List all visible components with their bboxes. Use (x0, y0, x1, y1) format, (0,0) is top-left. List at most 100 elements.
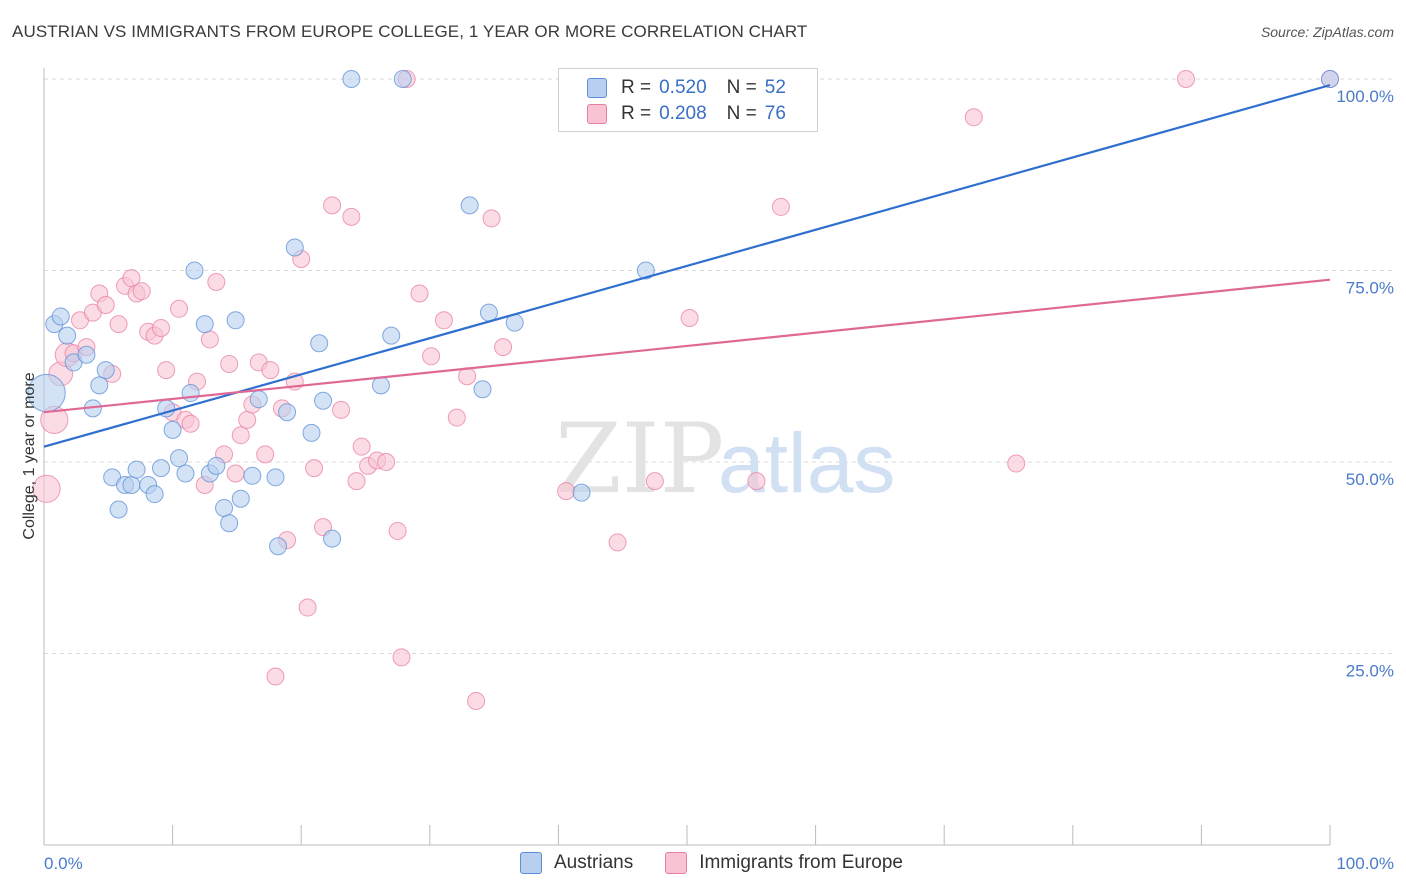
austrians-point (152, 459, 171, 478)
austrians-point (163, 420, 182, 439)
immigrants-point (96, 295, 115, 314)
legend-r-label: R = (621, 77, 652, 98)
immigrants-point (266, 667, 285, 686)
austrians-point (572, 483, 591, 502)
watermark: ZIP atlas (555, 403, 895, 515)
immigrants-point (323, 196, 342, 215)
watermark-atlas: atlas (718, 416, 895, 510)
austrians-point (58, 326, 77, 345)
austrians-point (185, 261, 204, 280)
immigrants-point (964, 108, 983, 127)
austrians-point (473, 380, 492, 399)
legend-r-value: 0.208 (659, 103, 707, 124)
austrians-point (207, 456, 226, 475)
immigrants-point (388, 521, 407, 540)
y-tick-label: 100.0% (1336, 87, 1394, 106)
austrians-point (243, 466, 262, 485)
immigrants-point (261, 361, 280, 380)
immigrants-point (170, 299, 189, 318)
immigrants-point (200, 330, 219, 349)
immigrants-point (410, 284, 429, 303)
series-swatch-immigrants (665, 852, 688, 874)
immigrants-point (157, 361, 176, 380)
austrians-point (371, 376, 390, 395)
austrians-point (310, 334, 329, 353)
austrians-point (269, 537, 288, 556)
austrians-point (382, 326, 401, 345)
series-legend: Austrians Immigrants from Europe (520, 852, 935, 874)
immigrants-point (352, 437, 371, 456)
y-axis-label: College, 1 year or more (21, 372, 38, 539)
immigrants-point (467, 691, 486, 710)
austrians-point (231, 489, 250, 508)
austrians-point (96, 361, 115, 380)
legend-n-value: 76 (764, 103, 786, 124)
austrians-point (278, 403, 297, 422)
immigrants-trend-line (43, 278, 1331, 414)
immigrants-point (152, 318, 171, 337)
immigrants-point (298, 598, 317, 617)
austrians-point (1321, 70, 1339, 88)
series-swatch-austrians (520, 852, 542, 874)
x-tick-label-min: 0.0% (44, 854, 83, 873)
austrians-point (215, 498, 234, 517)
chart-title: AUSTRIAN VS IMMIGRANTS FROM EUROPE COLLE… (12, 22, 808, 41)
legend-r-value: 0.520 (659, 77, 707, 98)
immigrants-point (392, 648, 411, 667)
immigrants-point (680, 308, 699, 327)
y-tick-label: 50.0% (1346, 470, 1394, 489)
legend-r-label: R = (621, 103, 652, 124)
immigrants-point (220, 354, 239, 373)
austrians-point (266, 468, 285, 487)
austrians-point (195, 315, 214, 334)
immigrants-point (771, 197, 790, 216)
austrians-point (226, 311, 245, 330)
austrians-point (77, 345, 96, 364)
immigrants-point (1007, 454, 1026, 473)
immigrants-point (342, 207, 361, 226)
series-legend-austrians: Austrians (520, 852, 633, 874)
legend-swatch-austrians (587, 78, 607, 98)
legend-n-label: N = (726, 77, 757, 98)
immigrants-point (434, 311, 453, 330)
austrians-point (176, 464, 195, 483)
series-label-immigrants: Immigrants from Europe (699, 852, 903, 873)
legend-n-label: N = (726, 103, 757, 124)
gridlines (44, 78, 1394, 654)
immigrants-point (494, 338, 513, 357)
austrians-point (314, 391, 333, 410)
austrians-point (323, 529, 342, 548)
immigrants-point (557, 482, 576, 501)
austrians-trend-line (43, 84, 1331, 448)
austrians-point (51, 307, 70, 326)
legend-n-value: 52 (764, 77, 786, 98)
immigrants-point (231, 426, 250, 445)
austrians-point (181, 384, 200, 403)
data-points (27, 70, 1339, 710)
immigrants-point (422, 347, 441, 366)
immigrants-point (377, 453, 396, 471)
immigrants-point (226, 464, 245, 483)
immigrants-point (332, 400, 351, 419)
immigrants-point (1176, 70, 1195, 88)
immigrants-point (109, 315, 128, 334)
legend-row-immigrants: R = 0.208 N = 76 (587, 102, 786, 126)
austrians-point (460, 196, 479, 215)
austrians-point (90, 376, 109, 395)
series-label-austrians: Austrians (554, 852, 634, 873)
immigrants-point (608, 533, 627, 552)
y-tick-label: 75.0% (1346, 279, 1394, 298)
austrians-point (109, 500, 128, 519)
austrians-point (170, 449, 189, 468)
austrians-point (342, 70, 361, 88)
austrians-point (122, 475, 141, 494)
austrians-point (145, 485, 164, 504)
y-axis-tick-labels: 25.0% 50.0% 75.0% 100.0% (1336, 87, 1394, 681)
immigrants-point (645, 472, 664, 491)
austrians-point (636, 261, 655, 280)
austrians-point (393, 70, 412, 88)
immigrants-point (347, 472, 366, 491)
trend-lines (43, 84, 1331, 448)
austrians-point (302, 423, 321, 442)
austrians-point (220, 514, 239, 533)
